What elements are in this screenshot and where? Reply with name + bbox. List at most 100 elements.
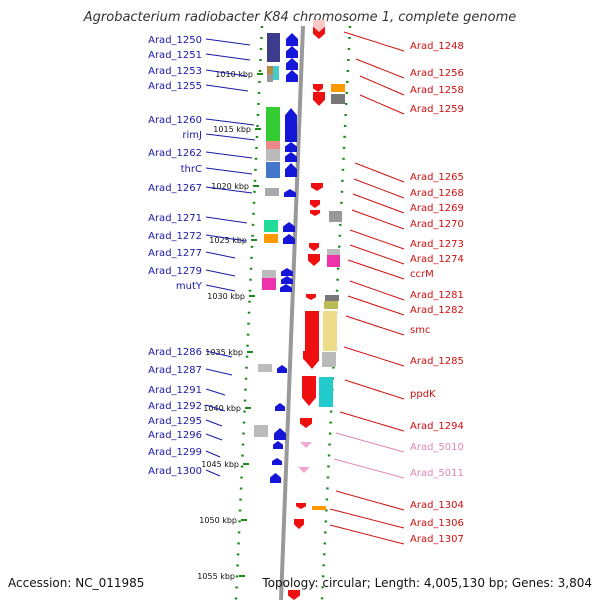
forward-gene-arrow <box>281 276 293 284</box>
right-leader-line <box>353 178 405 199</box>
left-leader-line <box>205 167 253 175</box>
left-gene-label: Arad_1277 <box>148 248 202 259</box>
right-gene-block <box>327 249 340 255</box>
left-gene-block <box>264 234 278 243</box>
right-gene-label: Arad_5010 <box>410 442 464 453</box>
forward-gene-arrow <box>285 163 297 177</box>
right-leader-line <box>352 193 405 214</box>
left-gene-block <box>258 364 272 372</box>
right-gene-label: Arad_1265 <box>410 172 464 183</box>
forward-gene-arrow <box>286 33 298 46</box>
reverse-gene-arrow <box>288 590 300 600</box>
left-gene-block <box>266 149 280 161</box>
right-gene-label: Arad_1273 <box>410 239 464 250</box>
forward-gene-arrow <box>275 403 285 411</box>
left-gene-block <box>266 107 280 141</box>
reverse-gene-arrow <box>313 92 325 106</box>
reverse-gene-arrow <box>313 20 325 32</box>
forward-gene-arrow <box>283 222 295 232</box>
left-leader-line <box>205 433 223 441</box>
left-leader-line <box>205 350 233 358</box>
right-leader-line <box>347 259 405 280</box>
forward-gene-arrow <box>285 108 297 142</box>
reverse-gene-arrow <box>313 84 323 92</box>
left-leader-line <box>205 251 236 259</box>
left-leader-line <box>205 38 251 46</box>
left-gene-label: Arad_1287 <box>148 365 202 376</box>
right-gene-block <box>327 255 340 267</box>
right-gene-label: Arad_1268 <box>410 188 464 199</box>
right-gene-label: smc <box>410 325 430 336</box>
right-gene-block <box>312 506 326 510</box>
right-leader-line <box>349 229 405 250</box>
right-leader-line <box>343 346 405 367</box>
right-gene-label: Arad_1259 <box>410 104 464 115</box>
accession-text: Accession: NC_011985 <box>8 576 145 590</box>
right-leader-line <box>354 162 405 183</box>
right-gene-label: Arad_1270 <box>410 219 464 230</box>
right-leader-line <box>355 58 405 79</box>
left-leader-line <box>205 404 226 412</box>
left-leader-line <box>205 84 249 92</box>
scale-label: 1020 kbp <box>211 182 249 191</box>
right-gene-block <box>324 301 338 309</box>
forward-gene-arrow <box>280 284 292 292</box>
left-gene-label: Arad_1292 <box>148 401 202 412</box>
forward-gene-arrow <box>277 365 287 373</box>
right-gene-label: Arad_5011 <box>410 468 464 479</box>
left-leader-line <box>205 69 247 77</box>
right-leader-line <box>335 432 405 453</box>
left-gene-block <box>262 278 276 290</box>
left-gene-label: Arad_1295 <box>148 416 202 427</box>
forward-gene-arrow <box>274 428 286 440</box>
forward-gene-arrow <box>285 152 297 162</box>
right-gene-label: Arad_1294 <box>410 421 464 432</box>
left-leader-line <box>205 151 253 159</box>
right-gene-label: Arad_1274 <box>410 254 464 265</box>
left-gene-block <box>266 162 280 178</box>
forward-gene-arrow <box>270 473 281 483</box>
left-gene-label: Arad_1260 <box>148 115 202 126</box>
left-gene-label: thrC <box>181 164 202 175</box>
right-gene-block <box>323 311 337 351</box>
left-gene-block <box>264 220 278 232</box>
chromosome-axis <box>279 25 305 600</box>
right-leader-line <box>359 94 405 115</box>
left-leader-line <box>205 284 236 292</box>
left-gene-block <box>273 66 279 80</box>
reverse-gene-arrow <box>294 519 304 529</box>
reverse-gene-arrow <box>300 418 312 428</box>
forward-gene-arrow <box>286 58 298 70</box>
right-gene-label: Arad_1285 <box>410 356 464 367</box>
reverse-gene-arrow <box>308 254 320 266</box>
forward-gene-arrow <box>285 142 297 152</box>
right-gene-block <box>319 377 333 407</box>
forward-gene-arrow <box>284 189 296 197</box>
reverse-gene-arrow <box>306 294 316 300</box>
right-gene-label: Arad_1282 <box>410 305 464 316</box>
left-gene-label: Arad_1291 <box>148 385 202 396</box>
left-leader-line <box>205 186 253 194</box>
gene-features <box>254 20 345 600</box>
scale-label: 1025 kbp <box>209 236 247 245</box>
scale-label: 1040 kbp <box>203 404 241 413</box>
forward-gene-arrow <box>281 268 293 276</box>
scale-label: 1050 kbp <box>199 516 237 525</box>
right-gene-block <box>331 94 345 104</box>
left-gene-block <box>262 270 276 278</box>
reverse-gene-arrow <box>311 183 323 191</box>
left-leader-line <box>205 368 233 376</box>
left-gene-label: rimJ <box>182 130 202 141</box>
left-gene-block <box>267 66 273 80</box>
right-leader-line <box>335 490 405 511</box>
left-gene-label: mutY <box>176 281 203 292</box>
forward-gene-arrow <box>273 441 283 449</box>
right-gene-block <box>329 211 342 222</box>
left-gene-block <box>266 141 280 149</box>
forward-gene-arrow <box>286 70 298 82</box>
label-leaders <box>205 31 405 545</box>
right-leader-line <box>344 379 405 400</box>
left-gene-label: Arad_1267 <box>148 183 202 194</box>
left-gene-label: Arad_1262 <box>148 148 202 159</box>
